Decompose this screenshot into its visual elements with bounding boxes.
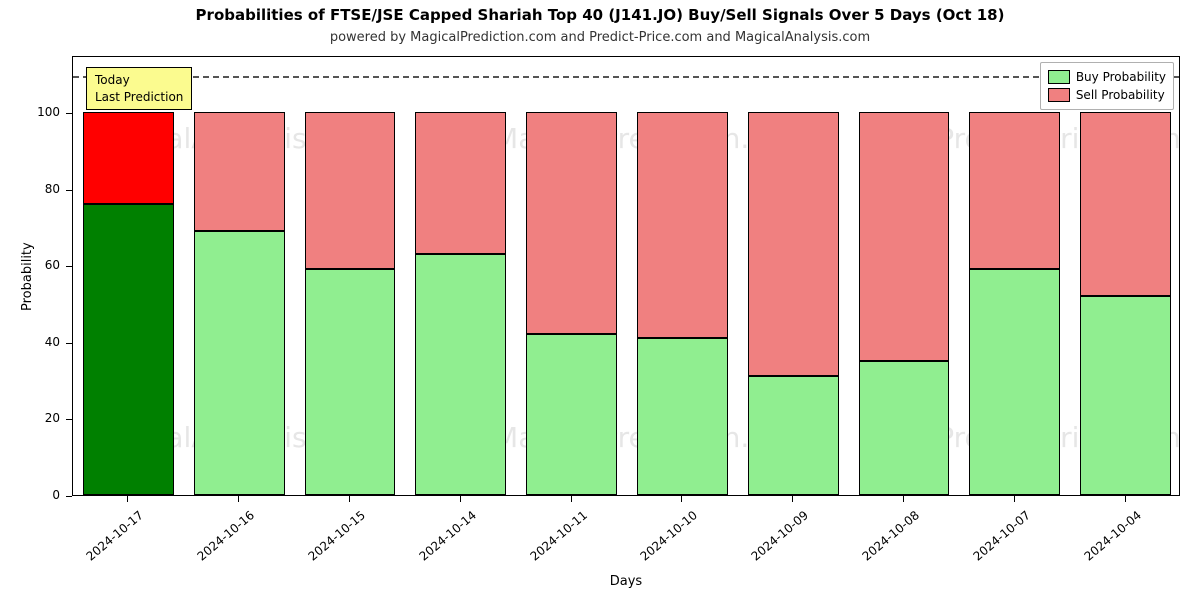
- bar-buy: [969, 269, 1060, 495]
- chart-title: Probabilities of FTSE/JSE Capped Shariah…: [0, 6, 1200, 24]
- y-tick-mark: [66, 113, 72, 114]
- bar-group: [415, 55, 506, 495]
- x-tick-mark: [127, 496, 128, 502]
- bar-sell: [1080, 112, 1171, 296]
- x-tick-label: 2024-10-08: [836, 508, 922, 583]
- chart-subtitle: powered by MagicalPrediction.com and Pre…: [0, 30, 1200, 45]
- x-tick-label: 2024-10-10: [615, 508, 701, 583]
- bar-buy: [194, 231, 285, 495]
- x-tick-mark: [792, 496, 793, 502]
- legend-item: Buy Probability: [1048, 68, 1166, 86]
- legend-label: Buy Probability: [1076, 68, 1166, 86]
- legend-item: Sell Probability: [1048, 86, 1166, 104]
- y-tick-label: 40: [0, 335, 60, 349]
- today-annotation-line2: Last Prediction: [95, 89, 183, 105]
- bar-group: [305, 55, 396, 495]
- y-tick-label: 20: [0, 411, 60, 425]
- bar-group: [859, 55, 950, 495]
- bar-buy: [526, 334, 617, 495]
- x-tick-mark: [1125, 496, 1126, 502]
- bar-sell: [637, 112, 728, 338]
- x-tick-mark: [903, 496, 904, 502]
- bar-sell: [748, 112, 839, 376]
- y-tick-label: 60: [0, 258, 60, 272]
- bar-group: [748, 55, 839, 495]
- y-tick-mark: [66, 496, 72, 497]
- legend-label: Sell Probability: [1076, 86, 1165, 104]
- x-tick-label: 2024-10-15: [282, 508, 368, 583]
- x-tick-label: 2024-10-16: [172, 508, 258, 583]
- y-tick-label: 100: [0, 105, 60, 119]
- x-tick-mark: [571, 496, 572, 502]
- x-tick-label: 2024-10-07: [947, 508, 1033, 583]
- bar-sell: [194, 112, 285, 231]
- bar-sell: [526, 112, 617, 334]
- bar-sell: [415, 112, 506, 254]
- bar-buy: [415, 254, 506, 495]
- x-tick-label: 2024-10-17: [61, 508, 147, 583]
- y-tick-mark: [66, 266, 72, 267]
- bar-buy: [305, 269, 396, 495]
- x-tick-mark: [460, 496, 461, 502]
- y-tick-label: 0: [0, 488, 60, 502]
- y-tick-mark: [66, 190, 72, 191]
- x-tick-label: 2024-10-04: [1058, 508, 1144, 583]
- x-tick-mark: [1014, 496, 1015, 502]
- x-tick-mark: [681, 496, 682, 502]
- today-annotation: Today Last Prediction: [86, 67, 192, 109]
- bar-group: [637, 55, 728, 495]
- bar-sell: [305, 112, 396, 269]
- plot-area: MagicalAnalysis.comMagicalAnalysis.comMa…: [72, 56, 1180, 496]
- x-tick-label: 2024-10-09: [726, 508, 812, 583]
- legend-box: Buy ProbabilitySell Probability: [1040, 62, 1174, 110]
- bar-buy: [637, 338, 728, 495]
- x-tick-label: 2024-10-11: [504, 508, 590, 583]
- bar-buy: [859, 361, 950, 495]
- x-tick-mark: [349, 496, 350, 502]
- bar-group: [194, 55, 285, 495]
- bar-sell: [859, 112, 950, 361]
- bar-group: [526, 55, 617, 495]
- legend-swatch: [1048, 70, 1070, 84]
- bar-sell: [969, 112, 1060, 269]
- y-axis-label: Probability: [20, 242, 35, 311]
- x-tick-label: 2024-10-14: [393, 508, 479, 583]
- bar-group: [1080, 55, 1171, 495]
- x-tick-mark: [238, 496, 239, 502]
- y-tick-mark: [66, 343, 72, 344]
- y-tick-mark: [66, 419, 72, 420]
- bar-buy: [83, 204, 174, 495]
- bar-buy: [748, 376, 839, 495]
- y-tick-label: 80: [0, 182, 60, 196]
- legend-swatch: [1048, 88, 1070, 102]
- bar-group: [969, 55, 1060, 495]
- bar-buy: [1080, 296, 1171, 495]
- bar-group: [83, 55, 174, 495]
- chart-container: Probabilities of FTSE/JSE Capped Shariah…: [0, 0, 1200, 600]
- bar-sell: [83, 112, 174, 204]
- today-annotation-line1: Today: [95, 72, 183, 88]
